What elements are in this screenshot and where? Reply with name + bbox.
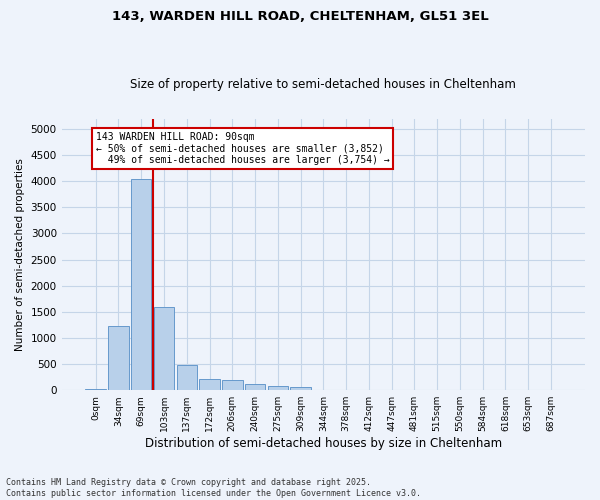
Y-axis label: Number of semi-detached properties: Number of semi-detached properties <box>15 158 25 351</box>
Text: 143, WARDEN HILL ROAD, CHELTENHAM, GL51 3EL: 143, WARDEN HILL ROAD, CHELTENHAM, GL51 … <box>112 10 488 23</box>
Bar <box>290 388 311 390</box>
Text: Contains HM Land Registry data © Crown copyright and database right 2025.
Contai: Contains HM Land Registry data © Crown c… <box>6 478 421 498</box>
Bar <box>108 326 129 390</box>
X-axis label: Distribution of semi-detached houses by size in Cheltenham: Distribution of semi-detached houses by … <box>145 437 502 450</box>
Bar <box>222 380 242 390</box>
Bar <box>176 365 197 390</box>
Bar <box>245 384 265 390</box>
Bar <box>199 379 220 390</box>
Bar <box>154 306 174 390</box>
Bar <box>131 178 151 390</box>
Title: Size of property relative to semi-detached houses in Cheltenham: Size of property relative to semi-detach… <box>130 78 516 91</box>
Text: 143 WARDEN HILL ROAD: 90sqm
← 50% of semi-detached houses are smaller (3,852)
  : 143 WARDEN HILL ROAD: 90sqm ← 50% of sem… <box>95 132 389 165</box>
Bar <box>85 388 106 390</box>
Bar <box>268 386 288 390</box>
